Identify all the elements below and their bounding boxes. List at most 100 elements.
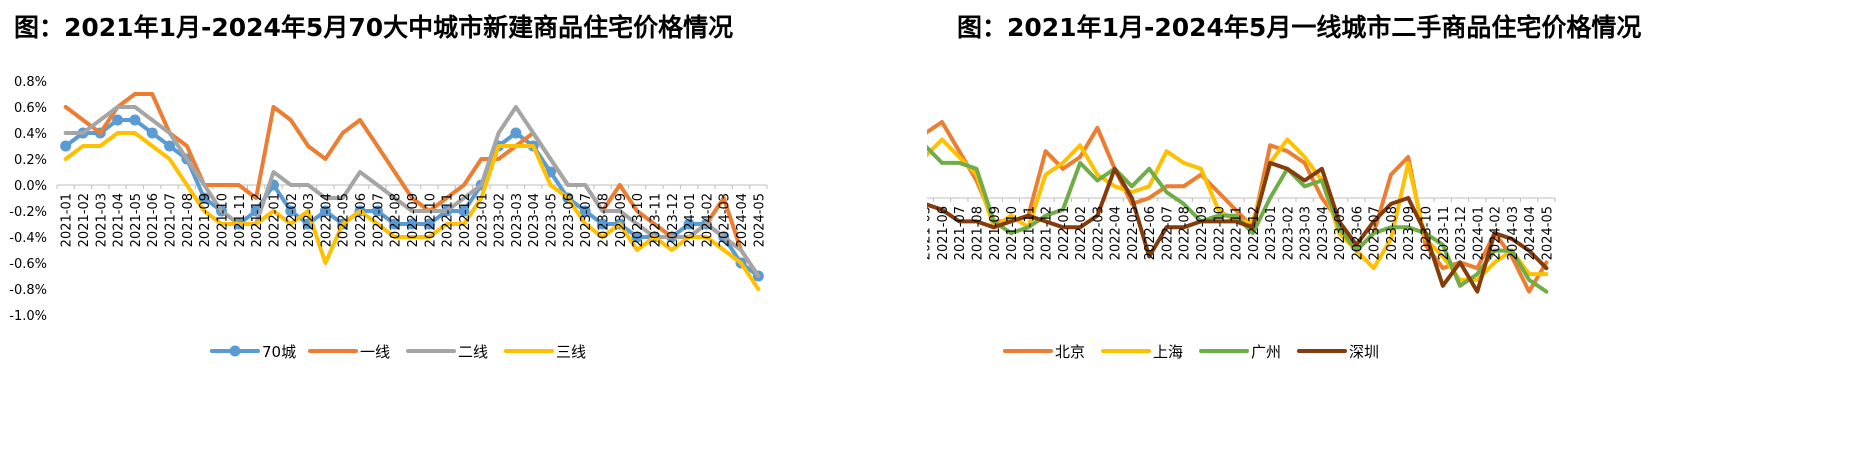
data-point	[198, 192, 210, 204]
legend-label: 广州	[1251, 343, 1281, 361]
data-point	[319, 205, 331, 217]
x-tick-label: 2021-08	[971, 206, 986, 260]
x-tick-label: 2023-11	[1437, 206, 1452, 260]
x-tick-label: 2023-02	[493, 193, 508, 247]
data-point	[631, 231, 643, 243]
y-tick-label: -0.4%	[9, 231, 47, 246]
y-tick-label: 0.0%	[14, 179, 47, 194]
x-tick-label: 2022-10	[423, 193, 438, 247]
data-point	[389, 218, 401, 230]
data-point	[285, 205, 297, 217]
data-point	[579, 205, 591, 217]
x-tick-label: 2023-06	[562, 193, 577, 247]
legend-label: 上海	[1153, 343, 1183, 361]
x-tick-label: 2021-09	[988, 206, 1003, 260]
legend-label: 深圳	[1349, 343, 1379, 361]
line-chart-second-hand-homes: -2.0%-1.5%-1.0%-0.5%0.0%0.5%1.0%1.5%2.0%…	[927, 120, 1556, 361]
x-tick-label: 2021-11	[1022, 206, 1037, 260]
x-tick-label: 2023-01	[475, 193, 490, 247]
y-tick-label: -0.2%	[9, 205, 47, 220]
x-tick-label: 2023-03	[510, 193, 525, 247]
chart-title-left: 图：2021年1月-2024年5月70大中城市新建商品住宅价格情况	[14, 13, 734, 42]
x-tick-label: 2022-02	[1074, 206, 1089, 260]
data-point	[510, 127, 522, 139]
y-tick-label: -0.6%	[9, 257, 47, 272]
data-point	[458, 205, 470, 217]
x-tick-label: 2023-02	[1281, 206, 1296, 260]
x-tick-label: 2021-09	[198, 193, 213, 247]
x-tick-label: 2021-05	[927, 206, 934, 260]
data-point	[683, 218, 695, 230]
x-tick-label: 2022-08	[389, 193, 404, 247]
y-tick-label: -1.0%	[9, 309, 47, 324]
data-point	[129, 114, 141, 126]
legend-marker	[229, 345, 241, 357]
x-tick-label: 2023-04	[1316, 206, 1331, 260]
x-tick-label: 2022-10	[1212, 206, 1227, 260]
x-tick-label: 2022-06	[1143, 206, 1158, 260]
x-tick-label: 2021-05	[129, 193, 144, 247]
x-tick-label: 2022-08	[1178, 206, 1193, 260]
x-tick-label: 2023-12	[666, 193, 681, 247]
x-tick-label: 2021-06	[146, 193, 161, 247]
x-tick-label: 2023-09	[614, 193, 629, 247]
x-tick-label: 2023-09	[1402, 206, 1417, 260]
y-tick-label: 0.2%	[14, 153, 47, 168]
x-tick-label: 2022-05	[1126, 206, 1141, 260]
x-tick-label: 2023-06	[1350, 206, 1365, 260]
data-point	[596, 218, 608, 230]
x-tick-label: 2022-11	[1230, 206, 1245, 260]
x-tick-label: 2021-03	[94, 193, 109, 247]
x-tick-label: 2024-03	[1506, 206, 1521, 260]
data-point	[112, 114, 124, 126]
x-tick-label: 2023-11	[648, 193, 663, 247]
x-tick-label: 2022-12	[1247, 206, 1262, 260]
chart-panel-right: 图：2021年1月-2024年5月一线城市二手商品住宅价格情况 -2.0%-1.…	[927, 0, 1854, 450]
x-tick-label: 2024-03	[718, 193, 733, 247]
x-tick-label: 2023-08	[1385, 206, 1400, 260]
chart-title-right: 图：2021年1月-2024年5月一线城市二手商品住宅价格情况	[957, 13, 1642, 42]
x-tick-label: 2024-05	[752, 193, 767, 247]
x-tick-label: 2022-03	[302, 193, 317, 247]
x-tick-label: 2022-03	[1091, 206, 1106, 260]
legend-label: 北京	[1055, 343, 1085, 361]
x-tick-label: 2024-04	[735, 193, 750, 247]
series-line-4	[63, 131, 761, 291]
data-point	[146, 127, 158, 139]
legend-label: 二线	[458, 343, 488, 361]
x-tick-label: 2024-02	[1489, 206, 1504, 260]
series-line-3	[63, 105, 761, 278]
x-tick-label: 2024-01	[683, 193, 698, 247]
line-chart-new-homes: -1.0% -0.8% -0.6% -0.4% -0.2% 0.0% 0.2% 0.4% 0.6…	[9, 75, 768, 361]
x-tick-label: 2024-05	[1540, 206, 1555, 260]
x-tick-label: 2024-01	[1471, 206, 1486, 260]
x-tick-label: 2024-02	[700, 193, 715, 247]
x-tick-label: 2022-07	[371, 193, 386, 247]
x-tick-label: 2022-01	[1057, 206, 1072, 260]
x-tick-label: 2021-12	[1040, 206, 1055, 260]
legend-label: 一线	[360, 343, 390, 361]
x-tick-label: 2022-09	[1195, 206, 1210, 260]
series-line-3	[927, 144, 1549, 294]
x-tick-label: 2023-04	[527, 193, 542, 247]
x-tick-label: 2023-10	[631, 193, 646, 247]
legend-label: 70城	[262, 343, 296, 361]
x-tick-label: 2021-08	[181, 193, 196, 247]
x-tick-label: 2023-03	[1299, 206, 1314, 260]
data-point	[423, 218, 435, 230]
data-point	[164, 140, 176, 152]
series-line-4	[927, 160, 1549, 294]
x-tick-label: 2023-12	[1454, 206, 1469, 260]
x-tick-label: 2023-07	[579, 193, 594, 247]
x-tick-label: 2022-11	[441, 193, 456, 247]
x-tick-label: 2022-04	[1109, 206, 1124, 260]
x-tick-label: 2021-10	[216, 193, 231, 247]
data-point	[371, 205, 383, 217]
y-tick-label: 0.4%	[14, 127, 47, 142]
x-tick-label: 2021-06	[936, 206, 951, 260]
x-tick-label: 2023-08	[596, 193, 611, 247]
x-tick-label: 2023-07	[1368, 206, 1383, 260]
x-tick-label: 2022-05	[337, 193, 352, 247]
x-tick-label: 2021-11	[233, 193, 248, 247]
y-tick-label: 0.8%	[14, 75, 47, 90]
